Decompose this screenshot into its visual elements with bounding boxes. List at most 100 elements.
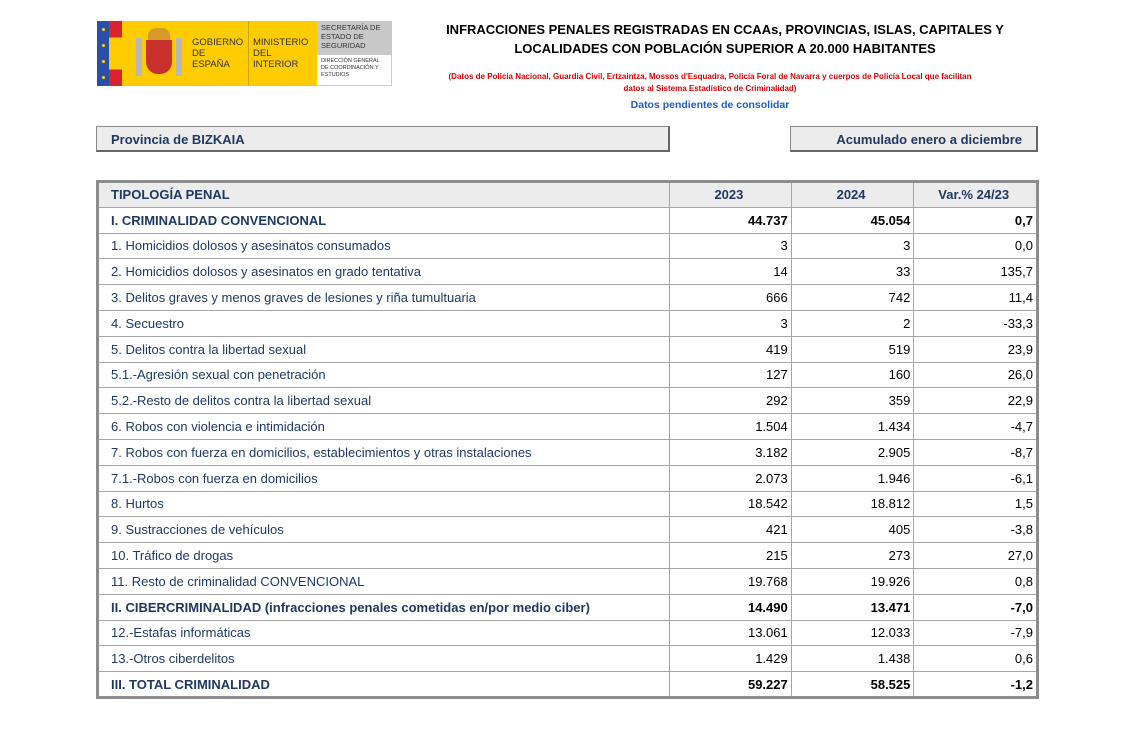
table-row: 7.1.-Robos con fuerza en domicilios 2.073… [96,464,1038,492]
value-2024: 58.525 [790,671,915,698]
flag-icon [97,21,122,86]
value-2024: 359 [790,387,915,415]
table-row: I. CRIMINALIDAD CONVENCIONAL 44.737 45.054… [96,206,1038,234]
value-var: 11,4 [913,284,1038,311]
row-label: II. CIBERCRIMINALIDAD (infracciones pena… [96,593,671,621]
row-label: 5. Delitos contra la libertad sexual [96,335,671,363]
table-row: 3. Delitos graves y menos graves de lesi… [96,284,1038,311]
value-2023: 419 [669,335,792,363]
ministry-logo: GOBIERNO DE ESPAÑA MINISTERIO DEL INTERI… [97,21,392,86]
table-row: 8. Hurtos 18.542 18.812 1,5 [96,490,1038,518]
table-row: 5.1.-Agresión sexual con penetración 127 1… [96,361,1038,389]
logo-ministerio: MINISTERIO DEL INTERIOR [253,37,309,70]
value-2024: 1.946 [790,464,915,492]
row-label: 3. Delitos graves y menos graves de lesi… [96,284,671,311]
pending-note: Datos pendientes de consolidar [630,99,790,111]
value-2023: 1.429 [669,645,792,673]
row-label: 2. Homicidios dolosos y asesinatos en gr… [96,258,671,286]
value-2024: 2 [790,309,915,337]
page-title: INFRACCIONES PENALES REGISTRADAS EN CCAA… [446,22,1004,56]
row-label: 9. Sustracciones de vehículos [96,516,671,544]
coat-of-arms-icon [130,26,188,82]
value-2024: 13.471 [790,593,915,621]
logo-secretaria: SECRETARÍA DE ESTADO DE SEGURIDAD [317,21,392,55]
value-2023: 3.182 [669,438,792,466]
table-row: 12.-Estafas informáticas 13.061 12.033 -7,9 [96,619,1038,647]
table-row: 6. Robos con violencia e intimidación 1.5… [96,413,1038,440]
value-2024: 12.033 [790,619,915,647]
value-2023: 14 [669,258,792,286]
period-label: Acumulado enero a diciembre [790,126,1038,152]
logo-direccion: DIRECCIÓN GENERAL DE COORDINACIÓN Y ESTU… [317,55,392,86]
value-var: 1,5 [913,490,1038,518]
value-2024: 742 [790,284,915,311]
column-header-2023: 2023 [669,181,792,208]
table-row: 10. Tráfico de drogas 215 273 27,0 [96,542,1038,569]
page-subtitle: (Datos de Policía Nacional, Guardia Civi… [448,72,972,93]
value-var: 0,8 [913,567,1038,595]
value-var: -33,3 [913,309,1038,337]
table-row: 13.-Otros ciberdelitos 1.429 1.438 0,6 [96,645,1038,673]
row-label: 12.-Estafas informáticas [96,619,671,647]
value-2024: 45.054 [790,206,915,234]
value-2023: 3 [669,232,792,260]
value-var: -1,2 [913,671,1038,698]
row-label: 8. Hurtos [96,490,671,518]
value-2024: 160 [790,361,915,389]
value-var: -7,9 [913,619,1038,647]
column-header-var: Var.% 24/23 [913,181,1038,208]
value-var: -4,7 [913,413,1038,440]
value-2024: 18.812 [790,490,915,518]
value-var: -7,0 [913,593,1038,621]
value-var: 26,0 [913,361,1038,389]
value-var: -8,7 [913,438,1038,466]
value-2024: 405 [790,516,915,544]
row-label: I. CRIMINALIDAD CONVENCIONAL [96,206,671,234]
row-label: 6. Robos con violencia e intimidación [96,413,671,440]
value-2023: 215 [669,542,792,569]
value-2023: 19.768 [669,567,792,595]
value-2023: 1.504 [669,413,792,440]
value-2023: 2.073 [669,464,792,492]
value-var: 0,7 [913,206,1038,234]
row-label: 10. Tráfico de drogas [96,542,671,569]
value-var: 0,6 [913,645,1038,673]
value-2024: 3 [790,232,915,260]
table-row: 5. Delitos contra la libertad sexual 419 5… [96,335,1038,363]
province-label: Provincia de BIZKAIA [96,126,670,152]
value-2023: 59.227 [669,671,792,698]
table-row: 5.2.-Resto de delitos contra la libertad… [96,387,1038,415]
value-var: 0,0 [913,232,1038,260]
value-var: -6,1 [913,464,1038,492]
value-var: 135,7 [913,258,1038,286]
table-row: 4. Secuestro 3 2 -33,3 [96,309,1038,337]
table-row: 1. Homicidios dolosos y asesinatos consu… [96,232,1038,260]
value-2023: 666 [669,284,792,311]
table-header: TIPOLOGÍA PENAL 2023 2024 Var.% 24/23 [96,181,1038,208]
row-label: 7. Robos con fuerza en domicilios, estab… [96,438,671,466]
row-label: 13.-Otros ciberdelitos [96,645,671,673]
value-2023: 14.490 [669,593,792,621]
value-var: -3,8 [913,516,1038,544]
row-label: 5.1.-Agresión sexual con penetración [96,361,671,389]
value-2023: 44.737 [669,206,792,234]
table-row: 2. Homicidios dolosos y asesinatos en gr… [96,258,1038,286]
row-label: 4. Secuestro [96,309,671,337]
value-2024: 33 [790,258,915,286]
value-2023: 292 [669,387,792,415]
value-2024: 2.905 [790,438,915,466]
value-2024: 1.438 [790,645,915,673]
value-2024: 273 [790,542,915,569]
table-row: III. TOTAL CRIMINALIDAD 59.227 58.525 -1,2 [96,671,1038,698]
row-label: III. TOTAL CRIMINALIDAD [96,671,671,698]
value-2023: 13.061 [669,619,792,647]
value-var: 27,0 [913,542,1038,569]
table-row: 7. Robos con fuerza en domicilios, estab… [96,438,1038,466]
row-label: 7.1.-Robos con fuerza en domicilios [96,464,671,492]
table-row: II. CIBERCRIMINALIDAD (infracciones pena… [96,593,1038,621]
table-row: 9. Sustracciones de vehículos 421 405 -3,8 [96,516,1038,544]
value-var: 23,9 [913,335,1038,363]
value-2023: 127 [669,361,792,389]
value-2023: 18.542 [669,490,792,518]
crime-table: TIPOLOGÍA PENAL 2023 2024 Var.% 24/23 I.… [96,180,1039,699]
